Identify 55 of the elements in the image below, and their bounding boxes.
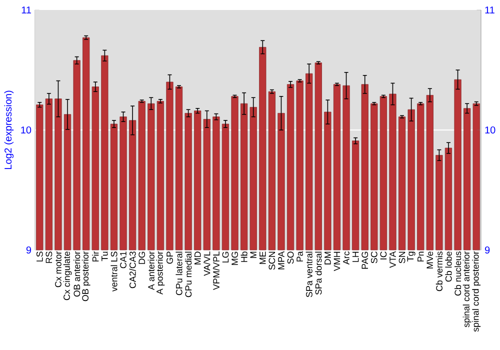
x-tick-label: GP [166,252,173,264]
y-tick-label: 10 [21,126,32,134]
x-tick-label: A anterior [148,251,154,290]
x-tick-label: VA/VL [204,251,210,276]
x-tick-label: VTA [390,251,396,268]
x-tick-label: CPu lateral [176,252,182,296]
x-tick-label: DG [138,252,146,264]
y2-tick-label: 11 [485,6,494,14]
x-tick-label: SPa ventral [306,252,312,298]
x-tick-label: OB anterior [74,251,80,297]
x-tick-label: MG [232,252,238,265]
y-tick-label: 11 [22,6,31,14]
x-tick-label: RS [46,252,52,263]
x-tick-label: SN [398,252,406,264]
x-tick-label: ventral LS [110,252,118,292]
x-tick-label: VPM/VPL [212,251,220,290]
x-tick-label: VMH [334,252,340,272]
x-tick-label: IC [380,252,387,260]
x-tick-label: spinal cord anterior [462,251,472,328]
x-tick-label: LG [222,252,229,262]
y2-tick-label: 10 [485,126,496,134]
x-tick-label: Cb nucleus [454,252,462,296]
x-tick-label: PAG [362,252,368,269]
x-tick-label: Pn [418,252,424,262]
x-tick-label: Pa [296,251,303,262]
x-tick-label: MD [194,252,201,264]
x-tick-label: MVe [426,252,434,268]
x-tick-label: LS [36,252,43,262]
x-tick-label: CPu medial [185,252,192,298]
x-tick-label: spinal cord posterior [472,251,481,332]
x-tick-label: LH [352,252,359,262]
y-tick-label: 9 [26,246,32,254]
x-tick-label: Cx motor [55,251,62,288]
x-tick-label: Hb [240,252,248,262]
x-tick-label: ME [260,252,266,264]
x-tick-label: MPA [278,251,284,270]
x-tick-label: Cx cingulate [63,252,72,300]
x-tick-label: SPa dorsal [315,252,322,295]
x-tick-label: SO [287,252,294,264]
x-tick-label: Cb vermis [436,252,442,292]
y-axis-title: Log2 (expression) [4,90,14,170]
x-tick-label: DM [324,252,331,264]
x-tick-label: SCN [268,252,276,270]
x-tick-label: CA2/CA3 [129,252,136,288]
x-tick-label: Tu [102,252,108,262]
x-tick-label: Arc [343,251,350,265]
x-tick-label: SC [370,252,378,264]
x-tick-label: OB posterior [82,251,90,302]
x-tick-label: Pir [92,251,99,262]
x-tick-label: CA1 [120,252,126,268]
y2-tick-label: 9 [485,246,490,254]
x-tick-label: M [250,252,256,258]
x-tick-label: Cb lobe [445,252,452,282]
x-tick-label: Tg [407,252,416,262]
x-tick-label: A posterior [156,251,165,295]
